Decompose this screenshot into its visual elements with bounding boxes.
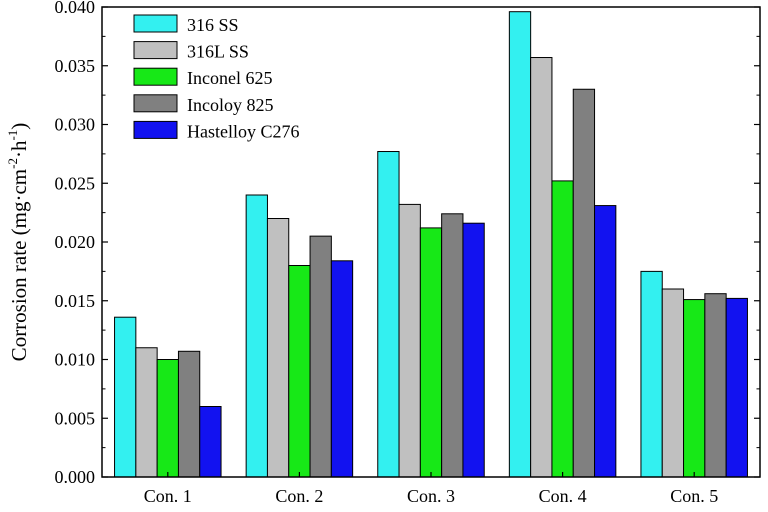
y-tick-label: 0.015 [55,291,96,311]
bar-inconel-625-con-5 [683,299,706,478]
bar-316l-ss-con-4 [530,57,553,478]
bar-316-ss-con-4 [508,11,532,478]
x-tick-label: Con. 1 [144,486,192,506]
y-tick-label: 0.010 [55,350,96,370]
legend-label: Inconel 625 [187,68,272,88]
bar-hastelloy-c276-con-5 [725,297,748,478]
bar-inconel-625-con-4 [551,180,574,478]
legend-label: Incoloy 825 [187,95,273,115]
legend-swatch [133,94,178,113]
y-axis: 0.000 0.005 0.010 0.015 0.020 0.025 0.030 0.035… [55,0,760,487]
legend-swatch [133,120,178,139]
bar-hastelloy-c276-con-1 [199,406,222,478]
bar-inconel-625-con-2 [288,265,311,478]
bar-incoloy-825-con-4 [572,88,596,478]
x-tick-label: Con. 3 [407,486,455,506]
y-axis-title: Corrosion rate (mg·cm-2·h-1) [5,123,31,362]
y-tick-label: 0.000 [55,467,96,487]
legend: 316 SS 316L SS Inconel 625 Incoloy 825 Haste… [133,14,300,141]
bar-316l-ss-con-3 [398,203,421,478]
x-axis: Con. 1 Con. 2 Con. 3 Con. 4 Con. 5 [144,472,718,506]
bar-inconel-625-con-1 [156,359,179,478]
y-title-h: h [7,140,31,151]
bar-316-ss-con-2 [245,194,268,478]
bar-316-ss-con-3 [377,151,400,478]
y-tick-label: 0.005 [55,408,96,428]
y-tick-label: 0.025 [55,173,96,193]
bars-group [114,11,748,478]
legend-swatch [133,41,178,60]
x-tick-label: Con. 4 [539,486,587,506]
bar-316-ss-con-1 [114,316,137,478]
y-tick-label: 0.030 [55,115,96,135]
y-tick-label: 0.020 [55,232,96,252]
y-title-cm: cm [7,169,31,195]
y-tick-label: 0.040 [55,0,96,17]
bar-incoloy-825-con-2 [309,235,332,478]
bar-incoloy-825-con-1 [177,350,201,478]
bar-hastelloy-c276-con-2 [330,260,354,478]
legend-label: 316 SS [187,15,239,35]
y-title-dot1: · [7,195,31,202]
y-title-dot2: · [7,151,31,158]
bar-hastelloy-c276-con-3 [462,222,485,478]
legend-label: Hastelloy C276 [187,121,300,141]
bar-incoloy-825-con-3 [441,213,464,478]
y-title-exp1: -2 [5,158,20,169]
bar-316l-ss-con-5 [661,288,685,478]
x-tick-label: Con. 2 [275,486,323,506]
y-tick-label: 0.035 [55,56,96,76]
y-title-base: Corrosion rate (mg [7,201,31,361]
bar-hastelloy-c276-con-4 [594,205,617,478]
bar-inconel-625-con-3 [419,227,443,478]
bar-incoloy-825-con-5 [704,293,727,478]
y-title-exp2: -1 [5,130,20,141]
y-title-close: ) [7,123,31,130]
x-tick-label: Con. 5 [670,486,718,506]
legend-swatch [133,67,178,86]
legend-swatch [133,14,178,33]
bar-316-ss-con-5 [640,270,663,478]
bar-316l-ss-con-2 [266,218,290,478]
legend-label: 316L SS [187,42,249,62]
bar-316l-ss-con-1 [135,347,158,478]
